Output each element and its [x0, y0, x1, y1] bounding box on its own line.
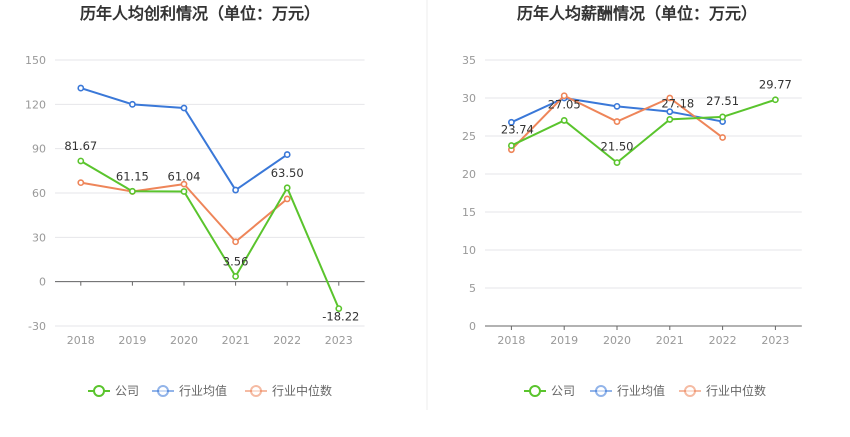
- legend-label: 行业均值: [617, 383, 665, 398]
- data-point-company: [666, 116, 674, 123]
- y-tick-label: 25: [462, 130, 476, 143]
- data-point-industry-median: [232, 238, 239, 246]
- x-tick-label: 2022: [709, 334, 737, 347]
- data-point-company: [335, 305, 343, 312]
- legend-item: 行业均值: [152, 383, 227, 398]
- data-point-company: [77, 157, 85, 165]
- data-point-company: [180, 188, 188, 195]
- data-point-industry-mean: [180, 104, 188, 112]
- data-label: 61.15: [116, 169, 149, 183]
- y-tick-label: 30: [462, 92, 476, 105]
- data-point-company: [560, 117, 568, 124]
- x-tick-label: 2020: [603, 334, 631, 347]
- chart-panel-2: 历年人均薪酬情况（单位：万元） 0 5 10 15 20 25 30 35 2018 2019 202…: [462, 4, 802, 398]
- y-tick-label: 0: [469, 320, 476, 333]
- chart-title: 历年人均创利情况（单位：万元）: [80, 4, 320, 23]
- y-tick-label: 35: [462, 54, 476, 67]
- x-tick-label: 2019: [118, 334, 146, 347]
- x-tick-label: 2021: [656, 334, 684, 347]
- legend-marker-icon: [157, 385, 169, 397]
- y-tick-label: 5: [469, 282, 476, 295]
- y-tick-label: 120: [25, 98, 46, 111]
- data-point-industry-median: [666, 94, 674, 102]
- x-tick-label: 2021: [222, 334, 250, 347]
- x-tick-label: 2018: [497, 334, 525, 347]
- data-label: 29.77: [759, 78, 792, 92]
- y-tick-label: 60: [32, 187, 46, 200]
- y-tick-label: 10: [462, 244, 476, 257]
- data-point-company: [232, 273, 239, 280]
- data-point-industry-median: [560, 92, 568, 100]
- legend-marker-icon: [529, 385, 541, 397]
- legend-item: 行业中位数: [679, 383, 766, 398]
- data-point-industry-mean: [613, 102, 621, 110]
- legend-item: 行业中位数: [245, 383, 332, 398]
- legend-item: 公司: [524, 384, 575, 398]
- y-tick-label: 30: [32, 231, 46, 244]
- legend-marker-icon: [250, 385, 262, 397]
- legend-marker-icon: [684, 385, 696, 397]
- data-point-industry-median: [180, 180, 188, 188]
- legend-item: 行业均值: [590, 383, 665, 398]
- chart-panel-1: 历年人均创利情况（单位：万元） -30 0 30 60 90 120 150 2018 2019 2…: [25, 4, 365, 398]
- x-tick-label: 2018: [67, 334, 95, 347]
- data-point-industry-median: [77, 179, 85, 187]
- legend-marker-icon: [595, 385, 607, 397]
- data-label: 27.51: [706, 94, 739, 108]
- y-tick-label: 0: [39, 276, 46, 289]
- y-tick-label: -30: [28, 320, 46, 333]
- x-tick-label: 2019: [550, 334, 578, 347]
- data-point-company: [507, 142, 515, 149]
- data-point-industry-mean: [507, 118, 515, 126]
- chart-title: 历年人均薪酬情况（单位：万元）: [517, 4, 757, 23]
- legend-label: 行业中位数: [706, 383, 766, 398]
- y-tick-label: 90: [32, 143, 46, 156]
- data-label: 27.05: [548, 97, 581, 111]
- y-tick-label: 150: [25, 54, 46, 67]
- series-line-company: [80, 160, 340, 309]
- x-tick-label: 2023: [761, 334, 789, 347]
- data-point-industry-mean: [77, 84, 85, 92]
- legend-marker-icon: [93, 385, 105, 397]
- x-tick-label: 2023: [325, 334, 353, 347]
- data-point-company: [613, 159, 621, 166]
- data-label: 21.50: [601, 140, 634, 154]
- series-line-company: [510, 98, 776, 164]
- data-point-industry-mean: [128, 100, 136, 108]
- legend-label: 公司: [115, 384, 139, 398]
- data-label: 63.50: [271, 166, 304, 180]
- data-label: -18.22: [322, 310, 359, 324]
- data-label: 81.67: [64, 139, 97, 153]
- y-tick-label: 20: [462, 168, 476, 181]
- data-point-industry-median: [719, 134, 726, 141]
- x-tick-label: 2020: [170, 334, 198, 347]
- data-point-industry-mean: [232, 186, 239, 194]
- data-point-industry-median: [613, 118, 621, 125]
- data-label: 3.56: [223, 254, 249, 268]
- x-tick-label: 2022: [273, 334, 301, 347]
- data-label: 23.74: [501, 123, 534, 137]
- data-point-company: [772, 96, 779, 104]
- data-point-company: [283, 184, 291, 192]
- data-point-company: [128, 187, 136, 195]
- data-label: 27.18: [661, 96, 694, 110]
- data-point-company: [719, 113, 726, 121]
- legend-label: 行业均值: [179, 383, 227, 398]
- y-tick-label: 15: [462, 206, 476, 219]
- data-point-industry-mean: [666, 108, 674, 116]
- legend-label: 公司: [551, 384, 575, 398]
- data-point-industry-median: [283, 195, 291, 203]
- legend-item: 公司: [88, 384, 139, 398]
- data-point-industry-mean: [283, 151, 291, 158]
- data-label: 61.04: [168, 169, 201, 183]
- legend-label: 行业中位数: [272, 383, 332, 398]
